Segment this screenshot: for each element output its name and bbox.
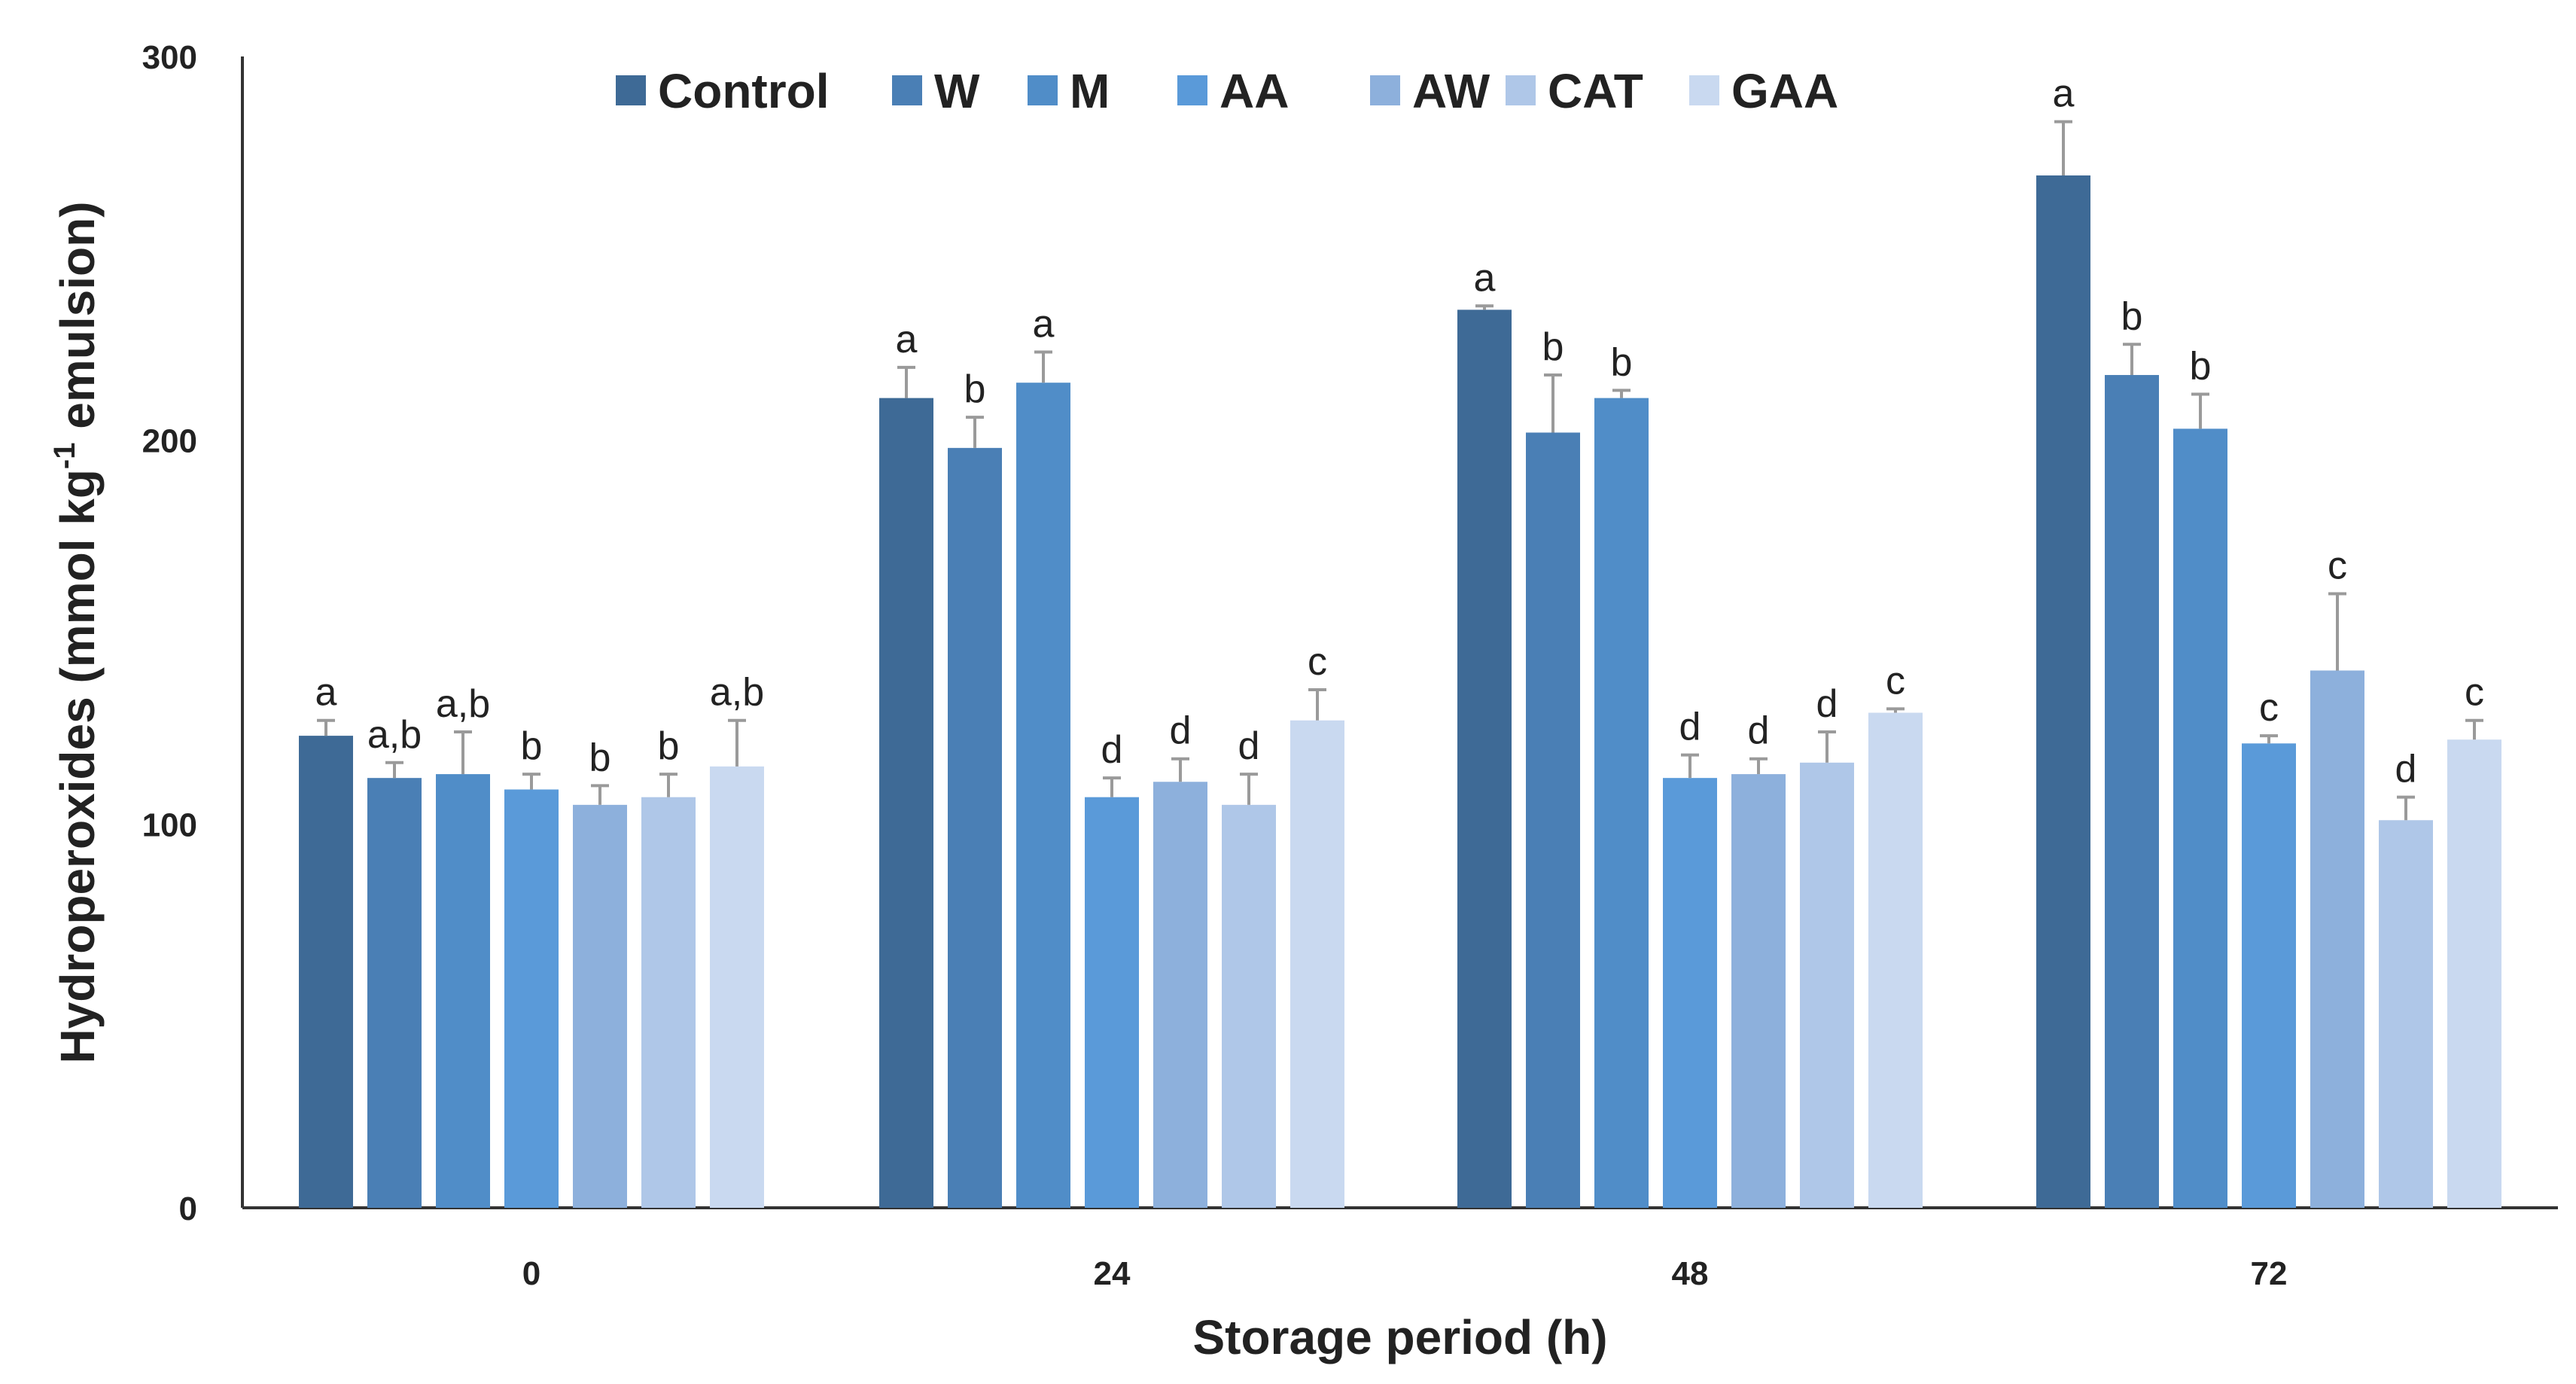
- bar-aa-48: [1663, 778, 1717, 1208]
- bar-aw-24: [1153, 782, 1207, 1208]
- significance-letter: d: [1748, 709, 1770, 753]
- legend-swatch-control: [616, 75, 646, 105]
- x-tick-label: 72: [2251, 1255, 2288, 1292]
- x-tick-label: 48: [1672, 1255, 1709, 1292]
- bar-aa-72: [2242, 743, 2296, 1208]
- bar-control-72: [2036, 175, 2090, 1208]
- legend-label-w: W: [934, 64, 980, 118]
- significance-letter: d: [2395, 748, 2417, 791]
- legend-swatch-cat: [1506, 75, 1536, 105]
- bar-control-0: [299, 736, 353, 1208]
- bar-m-48: [1594, 398, 1649, 1209]
- y-tick-label: 100: [142, 806, 197, 843]
- legend-label-aa: AA: [1219, 64, 1289, 118]
- bar-w-0: [367, 778, 422, 1208]
- significance-letter: b: [1611, 340, 1633, 384]
- bar-cat-0: [641, 797, 696, 1208]
- x-tick-label: 24: [1094, 1255, 1131, 1292]
- bar-m-24: [1016, 383, 1070, 1208]
- y-axis-title-tail: emulsion): [50, 201, 105, 442]
- bar-gaa-48: [1868, 712, 1923, 1208]
- significance-letter: a: [896, 318, 918, 361]
- bar-aa-0: [504, 789, 559, 1208]
- bar-m-72: [2173, 428, 2227, 1208]
- x-axis-title: Storage period (h): [1192, 1310, 1607, 1364]
- bar-m-0: [436, 774, 490, 1208]
- bar-cat-24: [1222, 804, 1276, 1208]
- legend-label-gaa: GAA: [1731, 64, 1838, 118]
- legend: Control W M AA AW CAT GAA: [616, 64, 1838, 118]
- y-tick-label: 0: [179, 1190, 197, 1227]
- y-axis-title-superscript: -1: [48, 442, 81, 469]
- bar-aw-48: [1731, 774, 1786, 1208]
- bars: [299, 175, 2501, 1209]
- legend-label-cat: CAT: [1548, 64, 1643, 118]
- bar-aa-24: [1085, 797, 1139, 1208]
- bar-control-24: [879, 398, 933, 1209]
- bar-w-72: [2105, 375, 2159, 1209]
- significance-letter: b: [2121, 294, 2143, 338]
- bar-aw-0: [573, 804, 627, 1208]
- significance-letter: b: [658, 724, 680, 768]
- significance-letter: d: [1679, 706, 1701, 749]
- significance-letter: d: [1816, 682, 1838, 726]
- bar-w-48: [1526, 432, 1580, 1208]
- legend-swatch-aa: [1177, 75, 1207, 105]
- y-tick-labels: 0 100 200 300: [142, 39, 197, 1227]
- significance-letter: a: [2053, 72, 2075, 116]
- significance-letters: a a,b a,b b b b a,b a b a d d d c a b b d d d c a b b c c d c: [315, 72, 2484, 791]
- significance-letter: b: [2190, 345, 2212, 389]
- significance-letter: a,b: [710, 671, 764, 715]
- legend-swatch-aw: [1370, 75, 1400, 105]
- significance-letter: d: [1238, 724, 1260, 768]
- bar-cat-72: [2379, 820, 2433, 1208]
- bar-gaa-72: [2447, 739, 2501, 1208]
- significance-letter: a,b: [436, 682, 490, 726]
- significance-letter: c: [1886, 659, 1905, 703]
- significance-letter: d: [1170, 709, 1192, 753]
- legend-swatch-w: [892, 75, 922, 105]
- bar-control-48: [1457, 309, 1512, 1208]
- significance-letter: a: [1474, 256, 1496, 300]
- legend-swatch-gaa: [1689, 75, 1719, 105]
- significance-letter: b: [589, 736, 611, 779]
- significance-letter: c: [1308, 640, 1327, 684]
- significance-letter: d: [1101, 728, 1123, 772]
- bar-gaa-0: [710, 766, 764, 1208]
- bar-cat-48: [1800, 762, 1854, 1208]
- x-tick-label: 0: [522, 1255, 540, 1292]
- y-tick-label: 300: [142, 39, 197, 76]
- x-tick-labels: 0 24 48 72: [522, 1255, 2288, 1292]
- significance-letter: c: [2259, 686, 2279, 730]
- bar-gaa-24: [1290, 720, 1344, 1208]
- significance-letter: b: [1542, 325, 1564, 369]
- y-axis-title: Hydroperoxides (mmol kg-1 emulsion): [48, 201, 105, 1063]
- significance-letter: b: [964, 367, 986, 411]
- significance-letter: a: [1033, 302, 1055, 346]
- y-axis-title-main: Hydroperoxides (mmol kg: [50, 469, 105, 1064]
- legend-label-aw: AW: [1412, 64, 1490, 118]
- y-tick-label: 200: [142, 423, 197, 460]
- significance-letter: c: [2465, 671, 2484, 715]
- legend-label-m: M: [1070, 64, 1110, 118]
- significance-letter: c: [2328, 544, 2347, 588]
- legend-label-control: Control: [658, 64, 830, 118]
- bar-w-24: [948, 447, 1002, 1208]
- legend-swatch-m: [1028, 75, 1058, 105]
- significance-letter: a,b: [367, 713, 422, 757]
- significance-letter: a: [315, 671, 337, 715]
- bar-aw-72: [2310, 670, 2364, 1208]
- error-bars: [317, 120, 2483, 821]
- significance-letter: b: [521, 724, 543, 768]
